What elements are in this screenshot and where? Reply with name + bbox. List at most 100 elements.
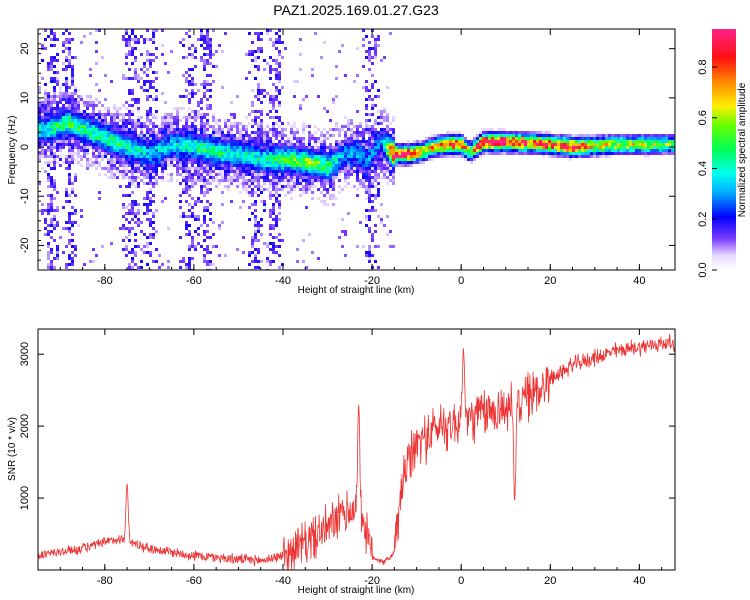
heatmap-cell xyxy=(95,131,98,134)
heatmap-cell xyxy=(56,128,59,131)
heatmap-cell xyxy=(113,104,116,107)
heatmap-cell xyxy=(551,149,554,152)
heatmap-cell xyxy=(518,143,521,146)
heatmap-cell xyxy=(263,128,266,131)
heatmap-cell xyxy=(317,161,320,164)
heatmap-cell xyxy=(218,44,221,47)
heatmap-cell xyxy=(149,113,152,116)
heatmap-cell xyxy=(86,119,89,122)
heatmap-cell xyxy=(155,152,158,155)
heatmap-cell xyxy=(518,137,521,140)
heatmap-cell xyxy=(479,131,482,134)
heatmap-cell xyxy=(95,122,98,125)
heatmap-cell xyxy=(311,158,314,161)
heatmap-cell xyxy=(263,134,266,137)
heatmap-cell xyxy=(44,38,47,41)
heatmap-cell xyxy=(662,134,665,137)
heatmap-cell xyxy=(521,131,524,134)
heatmap-cell xyxy=(65,131,68,134)
heatmap-cell xyxy=(131,32,134,35)
heatmap-cell xyxy=(383,146,386,149)
heatmap-cell xyxy=(107,164,110,167)
heatmap-cell xyxy=(155,173,158,176)
heatmap-cell xyxy=(173,140,176,143)
heatmap-cell xyxy=(242,251,245,254)
heatmap-cell xyxy=(74,146,77,149)
heatmap-cell xyxy=(128,227,131,230)
heatmap-cell xyxy=(479,146,482,149)
heatmap-cell xyxy=(278,158,281,161)
heatmap-cell xyxy=(86,143,89,146)
heatmap-cell xyxy=(95,140,98,143)
heatmap-cell xyxy=(377,95,380,98)
heatmap-cell xyxy=(239,134,242,137)
heatmap-cell xyxy=(368,209,371,212)
heatmap-cell xyxy=(539,149,542,152)
heatmap-cell xyxy=(299,158,302,161)
heatmap-cell xyxy=(443,149,446,152)
heatmap-cell xyxy=(344,131,347,134)
heatmap-cell xyxy=(260,155,263,158)
heatmap-cell xyxy=(644,155,647,158)
heatmap-cell xyxy=(305,152,308,155)
heatmap-cell xyxy=(119,173,122,176)
heatmap-cell xyxy=(92,107,95,110)
heatmap-cell xyxy=(494,137,497,140)
heatmap-cell xyxy=(236,170,239,173)
heatmap-cell xyxy=(122,128,125,131)
heatmap-cell xyxy=(47,161,50,164)
heatmap-cell xyxy=(137,155,140,158)
heatmap-cell xyxy=(50,59,53,62)
heatmap-cell xyxy=(182,131,185,134)
heatmap-cell xyxy=(656,143,659,146)
heatmap-cell xyxy=(446,143,449,146)
heatmap-cell xyxy=(203,137,206,140)
heatmap-cell xyxy=(431,143,434,146)
heatmap-cell xyxy=(653,152,656,155)
heatmap-cell xyxy=(206,98,209,101)
heatmap-cell xyxy=(62,134,65,137)
heatmap-cell xyxy=(251,212,254,215)
heatmap-cell xyxy=(257,173,260,176)
heatmap-cell xyxy=(458,149,461,152)
heatmap-cell xyxy=(134,143,137,146)
heatmap-cell xyxy=(362,140,365,143)
heatmap-cell xyxy=(374,47,377,50)
heatmap-cell xyxy=(95,161,98,164)
heatmap-cell xyxy=(503,140,506,143)
heatmap-cell xyxy=(299,140,302,143)
spectrogram-ytick-label: 0 xyxy=(19,144,31,150)
heatmap-cell xyxy=(350,158,353,161)
heatmap-cell xyxy=(254,155,257,158)
heatmap-cell xyxy=(554,143,557,146)
heatmap-cell xyxy=(332,176,335,179)
heatmap-cell xyxy=(434,149,437,152)
heatmap-cell xyxy=(194,125,197,128)
heatmap-cell xyxy=(272,164,275,167)
heatmap-cell xyxy=(383,128,386,131)
heatmap-cell xyxy=(566,143,569,146)
heatmap-cell xyxy=(323,173,326,176)
heatmap-cell xyxy=(113,146,116,149)
heatmap-cell xyxy=(605,152,608,155)
heatmap-cell xyxy=(536,131,539,134)
heatmap-cell xyxy=(152,167,155,170)
heatmap-cell xyxy=(128,38,131,41)
heatmap-cell xyxy=(56,191,59,194)
heatmap-cell xyxy=(368,89,371,92)
heatmap-cell xyxy=(47,110,50,113)
heatmap-cell xyxy=(305,191,308,194)
heatmap-cell xyxy=(644,152,647,155)
heatmap-cell xyxy=(422,161,425,164)
heatmap-cell xyxy=(365,188,368,191)
heatmap-cell xyxy=(377,182,380,185)
heatmap-cell xyxy=(380,146,383,149)
heatmap-cell xyxy=(617,152,620,155)
heatmap-cell xyxy=(200,44,203,47)
heatmap-cell xyxy=(359,164,362,167)
heatmap-cell xyxy=(641,143,644,146)
heatmap-cell xyxy=(263,167,266,170)
heatmap-cell xyxy=(212,152,215,155)
heatmap-cell xyxy=(464,143,467,146)
heatmap-cell xyxy=(80,122,83,125)
